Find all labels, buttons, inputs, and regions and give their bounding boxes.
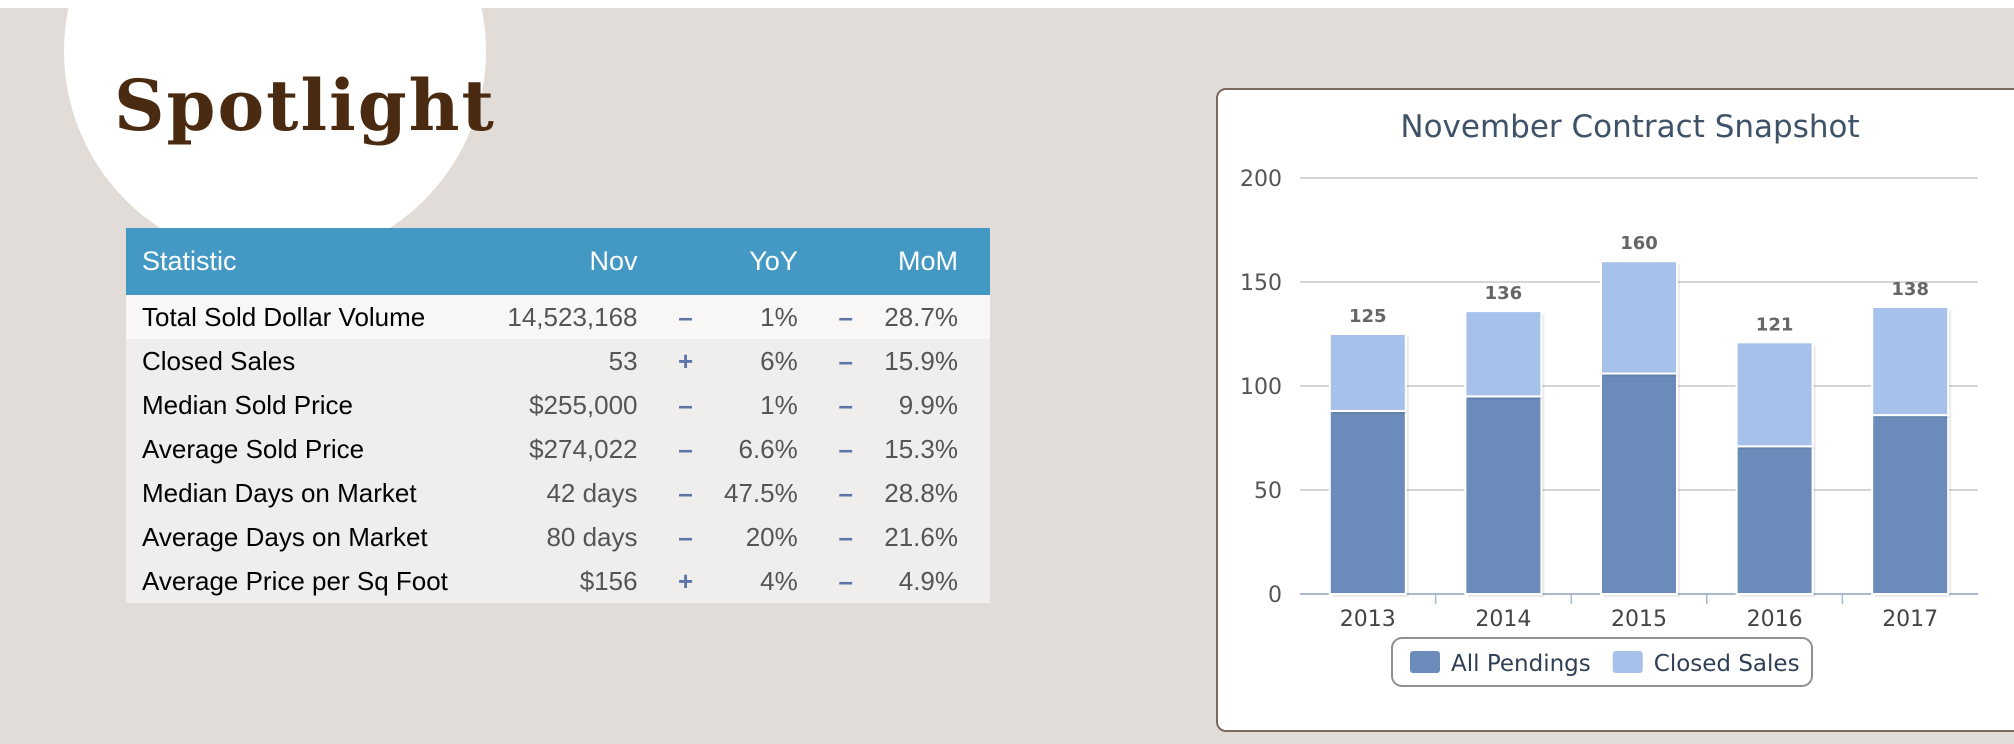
bar-segment-closed-sales xyxy=(1600,260,1678,375)
header-nov: Nov xyxy=(589,246,638,276)
statistics-table: Statistic Nov YoY MoM Total Sold Dollar … xyxy=(126,228,990,603)
cell-yoy: 4% xyxy=(760,565,798,596)
cell-statistic: Total Sold Dollar Volume xyxy=(142,301,426,332)
cell-statistic: Median Sold Price xyxy=(142,389,353,420)
cell-yoy: 1% xyxy=(760,301,798,332)
cell-mom: 15.3% xyxy=(884,433,958,464)
cell-yoy-sign: – xyxy=(678,521,693,552)
bar-segment-all-pendings xyxy=(1600,372,1678,595)
cell-mom: 21.6% xyxy=(884,521,958,552)
bar-segment-all-pendings xyxy=(1735,445,1814,595)
legend-swatch-closed-sales xyxy=(1612,651,1643,673)
x-tick-label: 2016 xyxy=(1747,607,1803,632)
legend-swatch-all-pendings xyxy=(1410,651,1440,673)
cell-yoy-sign: – xyxy=(678,301,693,332)
cell-mom-sign: – xyxy=(838,565,853,596)
cell-yoy: 20% xyxy=(745,521,798,552)
y-tick-label: 100 xyxy=(1240,375,1282,400)
cell-nov: $156 xyxy=(579,565,638,596)
cell-mom-sign: – xyxy=(838,521,853,552)
cell-mom: 9.9% xyxy=(898,389,958,420)
cell-mom: 15.9% xyxy=(884,345,958,376)
cell-mom-sign: – xyxy=(838,345,853,376)
bar-segment-closed-sales xyxy=(1735,341,1814,448)
y-tick-label: 50 xyxy=(1254,479,1282,504)
cell-nov: 53 xyxy=(608,345,638,376)
bar-segment-all-pendings xyxy=(1464,395,1543,595)
cell-nov: 42 days xyxy=(546,477,638,508)
total-data-label: 121 xyxy=(1756,314,1794,335)
cell-mom: 28.8% xyxy=(884,477,958,508)
cell-yoy-sign: + xyxy=(677,565,694,596)
table-header-row: Statistic Nov YoY MoM xyxy=(126,228,990,295)
y-tick-label: 150 xyxy=(1240,271,1282,296)
header-mom: MoM xyxy=(898,246,958,276)
cell-yoy: 6.6% xyxy=(738,433,798,464)
cell-yoy: 6% xyxy=(760,345,798,376)
cell-yoy-sign: + xyxy=(677,345,694,376)
cell-yoy-sign: – xyxy=(678,477,693,508)
x-tick-label: 2013 xyxy=(1340,607,1396,632)
total-data-label: 136 xyxy=(1485,283,1523,304)
chart-title: November Contract Snapshot xyxy=(1400,109,1859,145)
x-tick-label: 2015 xyxy=(1611,607,1667,632)
x-tick-label: 2014 xyxy=(1475,607,1531,632)
total-data-label: 160 xyxy=(1620,233,1658,254)
cell-statistic: Average Sold Price xyxy=(142,433,365,464)
table-row: Closed Sales 53 + 6% – 15.9% xyxy=(126,339,990,383)
header-statistic: Statistic xyxy=(142,246,237,276)
table-row: Total Sold Dollar Volume 14,523,168 – 1%… xyxy=(126,295,990,339)
total-data-label: 125 xyxy=(1349,306,1387,327)
cell-mom-sign: – xyxy=(838,433,853,464)
cell-nov: $255,000 xyxy=(529,389,638,420)
chart-card: November Contract Snapshot 0 50 100 150 200 20… xyxy=(1216,88,2014,732)
cell-statistic: Median Days on Market xyxy=(142,477,417,508)
spotlight-title: Spotlight xyxy=(114,64,496,147)
cell-mom-sign: – xyxy=(838,301,853,332)
header-yoy: YoY xyxy=(749,246,798,276)
header-spacer xyxy=(830,228,862,295)
cell-statistic: Average Price per Sq Foot xyxy=(142,565,448,596)
table-row: Average Days on Market 80 days – 20% – 2… xyxy=(126,515,990,559)
bar-segment-closed-sales xyxy=(1464,310,1543,398)
table-row: Average Price per Sq Foot $156 + 4% – 4.… xyxy=(126,559,990,603)
y-tick-label: 0 xyxy=(1268,583,1282,608)
cell-yoy-sign: – xyxy=(678,389,693,420)
x-tick-label: 2017 xyxy=(1882,607,1938,632)
contract-snapshot-chart: November Contract Snapshot 0 50 100 150 200 20… xyxy=(1240,109,1978,687)
legend-label-closed-sales: Closed Sales xyxy=(1654,651,1800,677)
bar-segment-closed-sales xyxy=(1871,305,1950,417)
cell-nov: 14,523,168 xyxy=(507,301,638,332)
bar-segment-all-pendings xyxy=(1328,409,1407,595)
cell-yoy: 1% xyxy=(760,389,798,420)
total-data-label: 138 xyxy=(1891,279,1929,300)
y-tick-label: 200 xyxy=(1240,167,1282,192)
cell-yoy: 47.5% xyxy=(724,477,798,508)
cell-statistic: Average Days on Market xyxy=(142,521,428,552)
top-strip xyxy=(0,0,2014,8)
bar-segment-all-pendings xyxy=(1871,414,1950,595)
cell-mom-sign: – xyxy=(838,389,853,420)
table-row: Median Sold Price $255,000 – 1% – 9.9% xyxy=(126,383,990,427)
cell-nov: 80 days xyxy=(546,521,638,552)
cell-nov: $274,022 xyxy=(529,433,638,464)
table-row: Median Days on Market 42 days – 47.5% – … xyxy=(126,471,990,515)
legend-label-all-pendings: All Pendings xyxy=(1451,651,1591,677)
table-row: Average Sold Price $274,022 – 6.6% – 15.… xyxy=(126,427,990,471)
cell-mom-sign: – xyxy=(838,477,853,508)
cell-mom: 4.9% xyxy=(898,565,958,596)
bar-segment-closed-sales xyxy=(1328,333,1407,412)
cell-yoy-sign: – xyxy=(678,433,693,464)
header-spacer xyxy=(670,228,702,295)
cell-statistic: Closed Sales xyxy=(142,345,296,376)
cell-mom: 28.7% xyxy=(884,301,958,332)
legend-box xyxy=(1391,637,1813,687)
